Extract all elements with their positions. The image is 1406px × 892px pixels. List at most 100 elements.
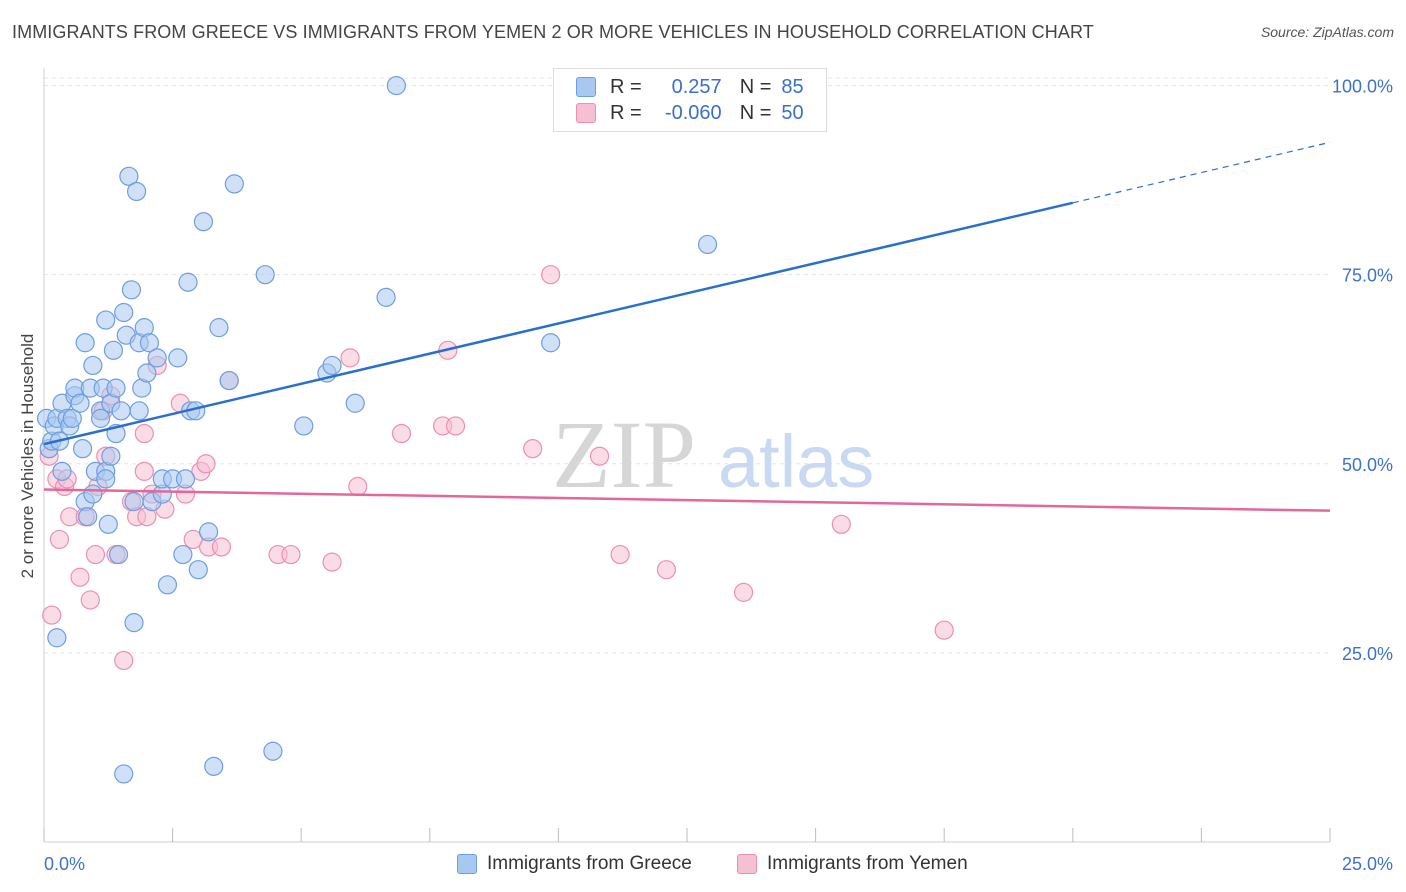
greece-point <box>376 287 396 307</box>
greece-point <box>294 416 314 436</box>
greece-point <box>345 393 365 413</box>
yemen-point <box>183 529 203 550</box>
bottom-legend-swatch-greece <box>457 854 477 874</box>
legend-greece-r: 0.257 <box>671 75 722 98</box>
greece-point <box>78 507 98 527</box>
greece-point <box>255 265 275 285</box>
yemen-point <box>134 423 154 444</box>
legend-yemen-r: -0.060 <box>664 101 722 124</box>
y-tick-label: 50.0% <box>1342 455 1393 475</box>
x-tick-label-min: 0.0% <box>44 854 85 874</box>
greece-point <box>199 522 219 542</box>
bottom-legend-label-yemen: Immigrants from Yemen <box>767 853 968 874</box>
greece-point <box>62 408 82 428</box>
greece-point <box>168 348 188 368</box>
greece-point <box>124 613 144 633</box>
greece-point <box>697 234 718 255</box>
yemen-point <box>523 439 543 459</box>
greece-point <box>111 401 131 421</box>
yemen-point <box>541 265 561 285</box>
bottom-legend-label-greece: Immigrants from Greece <box>487 853 692 874</box>
legend-n-label: N = <box>739 101 772 124</box>
greece-point <box>126 181 147 202</box>
legend-swatch-yemen <box>576 103 596 123</box>
y-tick-label: 25.0% <box>1342 644 1393 664</box>
yemen-point <box>733 582 754 602</box>
yemen-point <box>445 416 466 436</box>
greece-point <box>83 484 103 504</box>
greece-point <box>175 469 196 489</box>
greece-point <box>147 348 167 368</box>
yemen-point <box>831 514 851 534</box>
bottom-legend-yemen: Immigrants from Yemen <box>737 851 968 877</box>
greece-point <box>108 544 129 565</box>
legend-row-yemen: R = -0.060 N = 50 <box>576 101 804 125</box>
greece-point <box>219 370 239 391</box>
greece-point <box>90 408 111 428</box>
greece-point <box>188 560 208 580</box>
yemen-point <box>80 590 100 610</box>
greece-point <box>70 393 90 413</box>
yemen-point <box>391 423 412 444</box>
greece-point <box>96 469 116 489</box>
chart-title: IMMIGRANTS FROM GREECE VS IMMIGRANTS FRO… <box>12 22 1094 42</box>
yemen-point <box>49 529 70 550</box>
legend-yemen-n: 50 <box>781 101 804 124</box>
greece-point <box>137 363 157 383</box>
yemen-trend-line <box>43 488 1331 512</box>
yemen-point <box>70 567 90 587</box>
greece-point <box>47 628 67 648</box>
yemen-point <box>85 544 106 565</box>
greece-point <box>129 401 149 421</box>
watermark-zip: ZIP <box>552 401 696 508</box>
yemen-point <box>934 620 954 640</box>
greece-point <box>173 544 193 565</box>
greece-point <box>75 333 95 353</box>
greece-point <box>541 333 561 353</box>
bottom-legend-swatch-yemen <box>737 854 757 874</box>
yemen-point <box>348 476 368 497</box>
legend-greece-n: 85 <box>781 75 804 98</box>
legend: R = 0.257 N = 85 R = -0.060 N = 50 <box>553 68 827 132</box>
greece-point <box>386 75 406 96</box>
yemen-point <box>322 552 342 572</box>
legend-r-label: R = <box>610 101 642 124</box>
greece-trend-line <box>43 201 1074 446</box>
greece-point <box>204 756 224 776</box>
greece-point <box>98 514 118 534</box>
yemen-point <box>281 544 301 565</box>
yemen-point <box>589 446 610 466</box>
greece-point <box>101 446 121 466</box>
x-tick-label-max: 25.0% <box>1342 854 1393 874</box>
y-tick-label: 75.0% <box>1342 266 1393 286</box>
legend-r-label: R = <box>610 75 642 98</box>
yemen-point <box>211 537 232 557</box>
watermark: ZIP atlas <box>552 401 874 508</box>
gridlines <box>44 77 1330 654</box>
greece-point <box>72 439 93 459</box>
trend-lines <box>43 141 1331 512</box>
yemen-point <box>134 461 154 481</box>
greece-point <box>224 174 244 194</box>
greece-point <box>178 272 198 292</box>
tick-labels: 25.0% 50.0% 75.0% 100.0% 0.0% 25.0% <box>44 77 1393 874</box>
greece-point <box>209 318 229 338</box>
greece-point <box>157 575 178 595</box>
greece-point <box>119 166 139 186</box>
bottom-legend-greece: Immigrants from Greece <box>457 851 692 877</box>
source-label: Source: ZipAtlas.com <box>1260 24 1394 40</box>
greece-trend-extension <box>1072 141 1331 204</box>
watermark-atlas: atlas <box>718 420 874 503</box>
yemen-point <box>610 544 630 565</box>
greece-point <box>124 492 144 512</box>
greece-point <box>121 280 142 300</box>
greece-point <box>96 310 116 330</box>
yemen-point <box>340 348 360 368</box>
legend-swatch-greece <box>576 77 596 97</box>
greece-point <box>322 355 342 376</box>
yemen-point <box>114 650 134 671</box>
greece-point <box>114 764 134 784</box>
yemen-point <box>656 560 677 580</box>
greece-point <box>106 378 126 398</box>
